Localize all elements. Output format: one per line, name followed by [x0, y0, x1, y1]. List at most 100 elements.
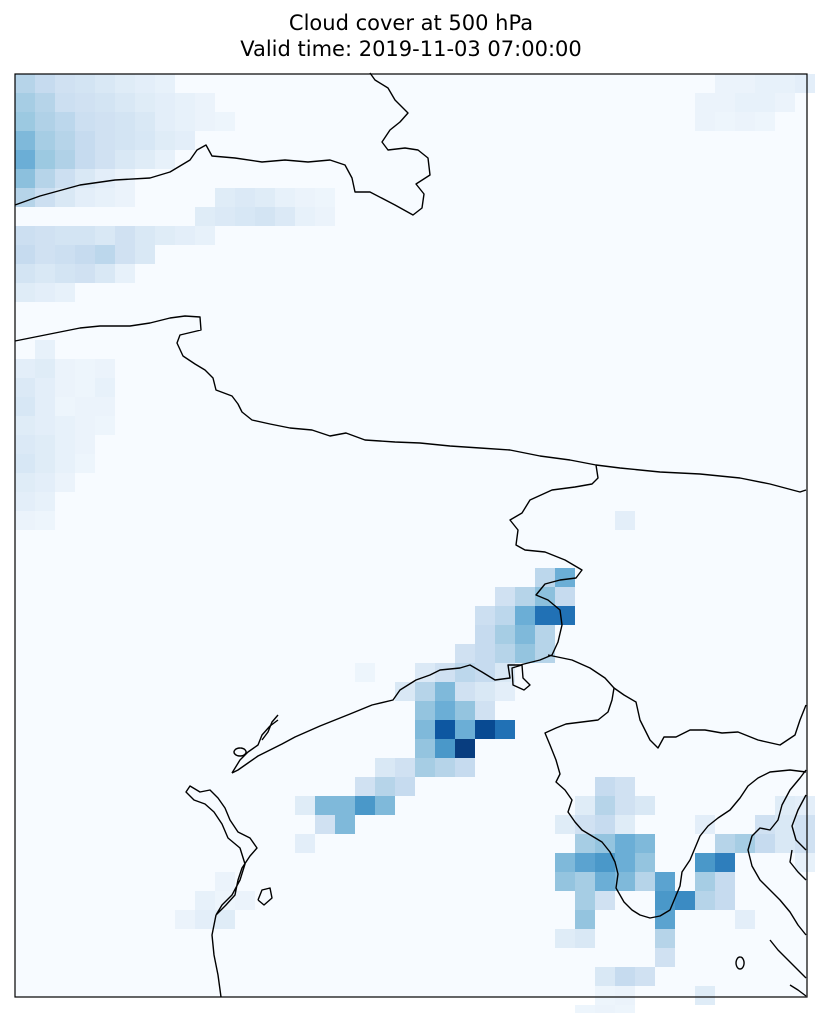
cloud-cell: [635, 853, 655, 872]
cloud-cell: [555, 929, 575, 948]
cloud-cell: [415, 701, 435, 720]
cloud-cell: [515, 625, 535, 644]
cloud-cell: [55, 112, 75, 131]
cloud-cell: [195, 910, 215, 929]
cloud-cell: [35, 150, 55, 169]
coastline: [747, 769, 807, 936]
cloud-cell: [155, 112, 175, 131]
cloud-cell: [115, 112, 135, 131]
map-border: [14, 73, 808, 998]
cloud-cover-cells: [15, 74, 815, 1013]
cloud-cell: [95, 93, 115, 112]
cloud-cell: [35, 169, 55, 188]
coastline: [595, 464, 807, 493]
cloud-cell: [615, 986, 635, 1005]
cloud-cell: [155, 131, 175, 150]
cloud-cell: [235, 207, 255, 226]
cloud-cell: [535, 606, 555, 625]
cloud-cell: [755, 74, 775, 93]
cloud-cell: [595, 834, 615, 853]
cloud-cell: [595, 815, 615, 834]
cloud-cell: [35, 511, 55, 530]
cloud-cell: [575, 929, 595, 948]
cloud-cell: [755, 93, 775, 112]
cloud-cell: [595, 986, 615, 1005]
cloud-cell: [375, 777, 395, 796]
cloud-cell: [575, 796, 595, 815]
cloud-cell: [635, 872, 655, 891]
cloud-cell: [15, 131, 35, 150]
cloud-cell: [775, 815, 795, 834]
cloud-cell: [455, 701, 475, 720]
cloud-cell: [495, 644, 515, 663]
cloud-cell: [435, 720, 455, 739]
cloud-cell: [475, 663, 495, 682]
cloud-cell: [15, 397, 35, 416]
cloud-cell: [115, 245, 135, 264]
coastline: [14, 315, 599, 774]
cloud-cell: [115, 74, 135, 93]
cloud-cell: [235, 891, 255, 910]
cloud-cell: [15, 112, 35, 131]
cloud-cell: [215, 207, 235, 226]
cloud-cell: [755, 834, 775, 853]
cloud-cell: [715, 93, 735, 112]
cloud-cell: [55, 264, 75, 283]
cloud-cell: [15, 283, 35, 302]
cloud-cell: [415, 758, 435, 777]
cloud-cell: [55, 397, 75, 416]
cloud-cell: [215, 891, 235, 910]
cloud-cell: [395, 758, 415, 777]
cloud-cell: [35, 283, 55, 302]
cloud-cell: [475, 644, 495, 663]
cloud-cell: [455, 739, 475, 758]
cloud-cell: [735, 112, 755, 131]
cloud-cell: [175, 93, 195, 112]
cloud-cell: [215, 188, 235, 207]
coastline: [789, 849, 807, 881]
cloud-cell: [415, 720, 435, 739]
cloud-cell: [595, 777, 615, 796]
cloud-cell: [75, 131, 95, 150]
cloud-cell: [475, 682, 495, 701]
cloud-cell: [75, 454, 95, 473]
cloud-cell: [595, 853, 615, 872]
cloud-cell: [195, 93, 215, 112]
cloud-cell: [35, 397, 55, 416]
cloud-cell: [55, 378, 75, 397]
cloud-cell: [775, 93, 795, 112]
cloud-cell: [695, 872, 715, 891]
cloud-cell: [115, 169, 135, 188]
cloud-cell: [795, 815, 815, 834]
cloud-cell: [595, 796, 615, 815]
cloud-cell: [495, 625, 515, 644]
cloud-cell: [675, 891, 695, 910]
cloud-cell: [35, 492, 55, 511]
cloud-cell: [575, 891, 595, 910]
coastlines: [14, 72, 807, 998]
cloud-cell: [15, 511, 35, 530]
cloud-cell: [15, 264, 35, 283]
cloud-cell: [275, 188, 295, 207]
cloud-cell: [715, 872, 735, 891]
coastline: [257, 887, 273, 906]
cloud-cell: [595, 891, 615, 910]
cloud-cell: [375, 796, 395, 815]
cloud-cell: [495, 682, 515, 701]
cloud-cell: [455, 644, 475, 663]
cloud-cell: [35, 340, 55, 359]
coastline: [14, 72, 431, 216]
cloud-cell: [515, 587, 535, 606]
cloud-cell: [35, 245, 55, 264]
cloud-cell: [55, 93, 75, 112]
cloud-cell: [75, 416, 95, 435]
cloud-cell: [655, 948, 675, 967]
cloud-cell: [95, 226, 115, 245]
cloud-cell: [775, 74, 795, 93]
cloud-cell: [295, 188, 315, 207]
cloud-cell: [195, 891, 215, 910]
cloud-cell: [395, 777, 415, 796]
cloud-cell: [455, 682, 475, 701]
cloud-cell: [15, 359, 35, 378]
